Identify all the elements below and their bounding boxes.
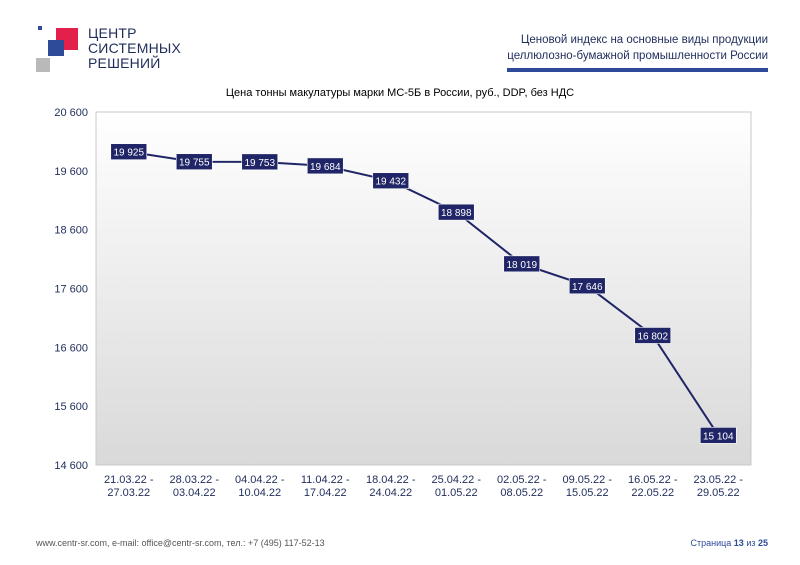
data-label-text: 18 898 <box>441 208 472 219</box>
logo-gray-square <box>36 58 50 72</box>
data-label: 15 104 <box>699 427 737 444</box>
data-label: 16 802 <box>634 327 672 344</box>
data-label-text: 17 646 <box>572 282 603 293</box>
y-tick-label: 18 600 <box>54 225 88 237</box>
header-line-1: Ценовой индекс на основные виды продукци… <box>520 34 768 46</box>
data-label-text: 19 925 <box>113 148 144 159</box>
x-tick-label: 02.05.22 -08.05.22 <box>497 474 547 499</box>
data-label-text: 18 019 <box>506 260 537 271</box>
x-tick-label: 04.04.22 -10.04.22 <box>235 474 285 499</box>
plot-area <box>95 111 752 466</box>
data-label-box <box>634 327 672 344</box>
data-label: 17 646 <box>568 277 606 295</box>
data-label-box <box>110 143 148 161</box>
data-label-box <box>699 427 737 444</box>
y-tick-label: 16 600 <box>54 342 88 354</box>
data-label: 18 019 <box>503 255 541 273</box>
logo-text: ЦЕНТР СИСТЕМНЫХ РЕШЕНИЙ <box>88 26 181 71</box>
y-tick-label: 17 600 <box>54 284 88 296</box>
data-label: 19 755 <box>175 153 213 171</box>
y-axis: 14 600 15 600 16 600 17 600 18 600 19 600 20 6… <box>54 107 88 472</box>
data-label-box <box>437 203 475 221</box>
data-label-box <box>372 172 410 190</box>
logo-line-1: ЦЕНТР <box>88 25 137 41</box>
x-tick-label: 28.03.22 -03.04.22 <box>169 474 219 499</box>
data-labels: 19 925 19 755 19 753 19 684 19 432 18 898 18 0… <box>110 143 737 444</box>
data-label-box <box>503 255 541 273</box>
data-label-text: 19 755 <box>179 158 210 169</box>
y-tick-label: 14 600 <box>54 460 88 472</box>
header-line-2: целлюлозно-бумажной промышленности Росси… <box>507 50 768 62</box>
chart-title: Цена тонны макулатуры марки МС-5Б в Росс… <box>225 87 575 99</box>
x-tick-label: 23.05.22 -29.05.22 <box>693 474 743 499</box>
x-tick-label: 11.04.22 -17.04.22 <box>301 474 350 499</box>
page-indicator: Страница 13 из 25 <box>690 538 768 548</box>
x-tick-label: 18.04.22 -24.04.22 <box>366 474 416 499</box>
data-label-box <box>568 277 606 295</box>
x-tick-label: 21.03.22 -27.03.22 <box>104 474 154 499</box>
data-label: 19 684 <box>306 157 344 175</box>
data-label-text: 15 104 <box>703 431 734 442</box>
page-current: 13 <box>733 538 744 548</box>
x-tick-label: 09.05.22 -15.05.22 <box>562 474 612 499</box>
data-label-text: 16 802 <box>637 331 668 342</box>
data-label: 19 432 <box>372 172 410 190</box>
page-prefix: Страница <box>690 538 732 548</box>
page-separator: из <box>746 538 756 548</box>
y-tick-label: 19 600 <box>54 166 88 178</box>
x-axis: 21.03.22 -27.03.22 28.03.22 -03.04.22 04.0… <box>104 474 743 499</box>
logo-line-2: СИСТЕМНЫХ <box>88 40 182 56</box>
footer-contacts: www.centr-sr.com, e-mail: office@centr-s… <box>36 538 325 548</box>
data-label-box <box>175 153 213 171</box>
page-total: 25 <box>757 538 768 548</box>
series-polyline <box>128 150 720 436</box>
y-tick-label: 20 600 <box>54 107 88 119</box>
y-tick-label: 15 600 <box>54 401 88 413</box>
data-label-box <box>306 157 344 175</box>
x-tick-label: 25.04.22 -01.05.22 <box>431 474 481 499</box>
logo-line-3: РЕШЕНИЙ <box>88 55 161 71</box>
data-label: 19 753 <box>241 153 279 171</box>
data-label-text: 19 432 <box>375 177 406 188</box>
x-tick-label: 16.05.22 -22.05.22 <box>628 474 678 499</box>
data-label-text: 19 684 <box>310 162 341 173</box>
header-title: Ценовой индекс на основные виды продукци… <box>507 32 768 64</box>
data-label: 18 898 <box>437 203 475 221</box>
logo-blue-square <box>48 40 64 56</box>
data-label-box <box>241 153 279 171</box>
company-logo: ЦЕНТР СИСТЕМНЫХ РЕШЕНИЙ <box>36 24 186 74</box>
logo-dot-shape <box>38 26 42 30</box>
data-label: 19 925 <box>110 143 148 161</box>
data-label-text: 19 753 <box>244 158 275 169</box>
header-divider <box>507 68 768 72</box>
